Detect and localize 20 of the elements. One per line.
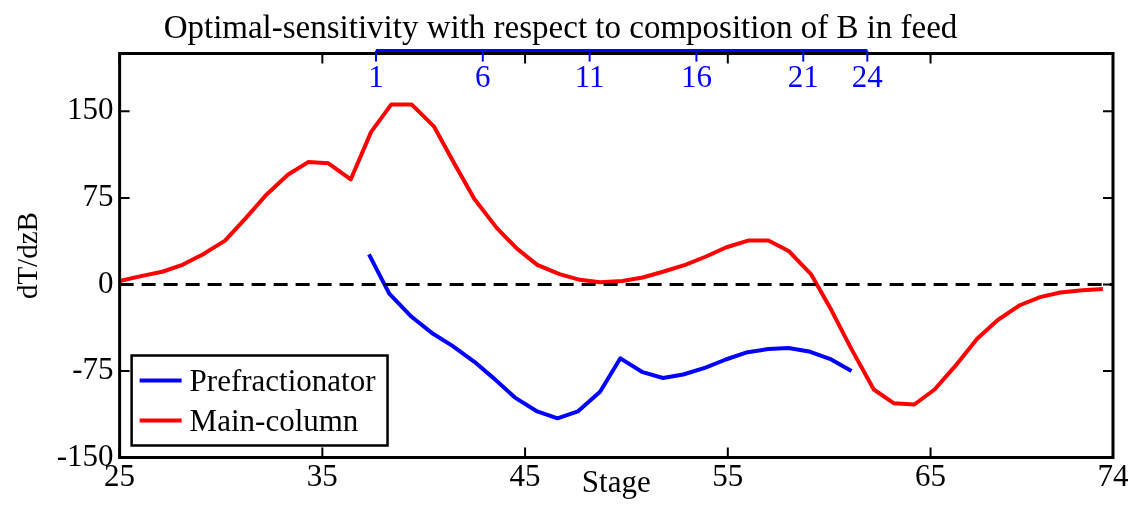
x-tick-label: 35	[306, 458, 338, 494]
y-tick-label: 75	[82, 178, 114, 214]
legend-label: Prefractionator	[189, 362, 377, 398]
x-tick-label: 65	[915, 458, 947, 494]
x2-tick-label: 16	[680, 59, 712, 95]
x-tick-label: 74	[1097, 458, 1129, 494]
x2-tick-label: 21	[787, 59, 819, 95]
x-axis-title: Stage	[581, 463, 651, 499]
y-axis-title: dT/dzB	[11, 212, 44, 300]
y-tick-label: 150	[67, 91, 114, 127]
legend-label: Main-column	[189, 402, 359, 438]
x2-tick-label: 6	[475, 59, 491, 95]
x-tick-label: 45	[509, 458, 541, 494]
x-tick-label: 55	[712, 458, 744, 494]
x2-tick-label: 24	[851, 59, 884, 95]
y-tick-label: -75	[72, 351, 114, 387]
x2-tick-label: 1	[368, 59, 384, 95]
y-tick-label: 0	[98, 264, 114, 300]
x2-tick-label: 11	[574, 59, 605, 95]
chart-title: Optimal-sensitivity with respect to composition of B in feed	[163, 9, 958, 46]
